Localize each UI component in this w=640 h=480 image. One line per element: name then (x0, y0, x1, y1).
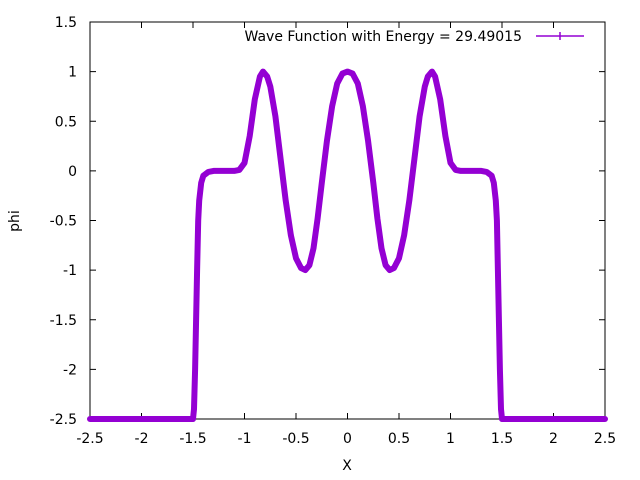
x-tick-label: 0.5 (388, 431, 410, 447)
y-axis-label: phi (7, 210, 23, 232)
x-tick-label: 1 (446, 431, 455, 447)
x-tick-label: 0 (343, 431, 352, 447)
tick-labels: -2.5 -2 -1.5 -1 -0.5 0 0.5 1 1.5 2 2.5 -2.5 -2 -1.5 -1… (50, 15, 616, 447)
y-tick-label: -2 (63, 362, 77, 378)
legend: Wave Function with Energy = 29.49015 (245, 29, 584, 45)
x-axis-label: X (342, 458, 352, 474)
x-tick-label: -0.5 (282, 431, 309, 447)
y-tick-label: -0.5 (50, 214, 77, 230)
series (87, 68, 608, 422)
y-tick-label: -2.5 (50, 412, 77, 428)
x-tick-label: -2.5 (76, 431, 103, 447)
x-tick-label: 2.5 (594, 431, 616, 447)
y-tick-label: 0 (68, 164, 77, 180)
plot-frame (89, 21, 606, 420)
y-tick-label: 0.5 (55, 114, 77, 130)
x-tick-label: -1.5 (179, 431, 206, 447)
legend-label: Wave Function with Energy = 29.49015 (245, 29, 522, 45)
y-tick-label: -1.5 (50, 313, 77, 329)
ticks (89, 21, 606, 420)
x-tick-label: 2 (549, 431, 558, 447)
series-line (87, 68, 608, 422)
y-tick-label: -1 (63, 263, 77, 279)
y-tick-label: 1 (68, 65, 77, 81)
x-tick-label: -2 (135, 431, 149, 447)
y-tick-label: 1.5 (55, 15, 77, 31)
x-tick-label: -1 (238, 431, 252, 447)
x-tick-label: 1.5 (491, 431, 513, 447)
